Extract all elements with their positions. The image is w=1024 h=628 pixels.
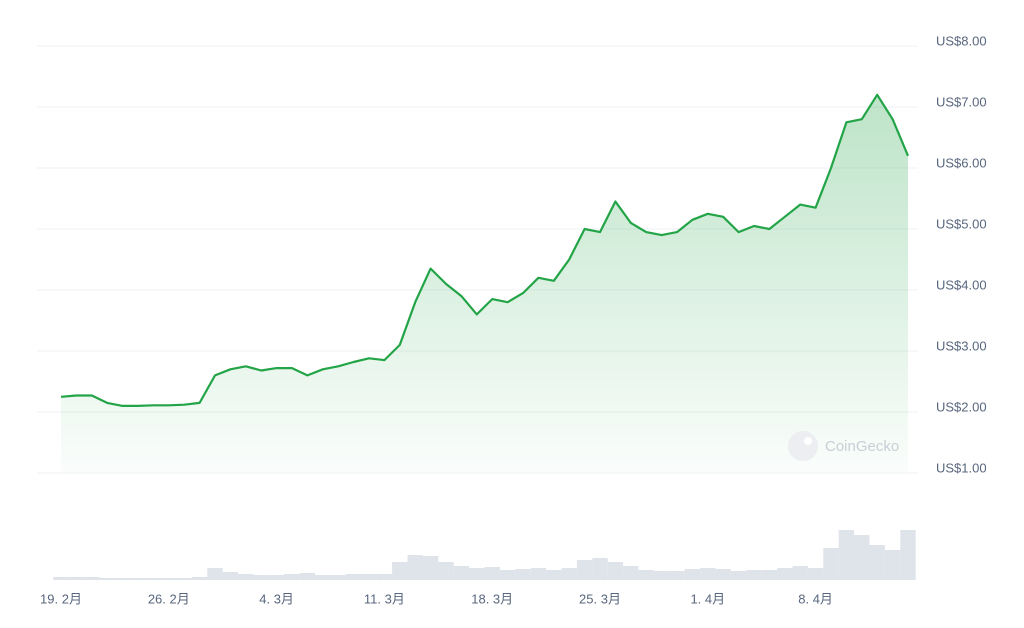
volume-bar	[376, 574, 393, 580]
volume-bar	[407, 555, 423, 580]
watermark: CoinGecko	[788, 431, 899, 461]
x-tick-label: 4. 3月	[259, 591, 294, 606]
volume-bar	[669, 571, 685, 580]
volume-bar	[453, 566, 470, 580]
volume-bar	[838, 530, 855, 580]
volume-bar	[84, 577, 100, 580]
x-tick-label: 19. 2月	[40, 591, 82, 606]
volume-bar	[207, 568, 223, 580]
volume-bar	[746, 570, 762, 580]
volume-bar	[469, 568, 485, 580]
watermark-text: CoinGecko	[825, 438, 899, 455]
volume-bar	[684, 569, 701, 580]
volume-bar	[530, 568, 547, 580]
x-tick-label: 1. 4月	[690, 591, 725, 606]
volume-bar	[715, 569, 731, 580]
volume-bar	[546, 570, 562, 580]
volume-bar	[730, 571, 747, 580]
y-tick-label: US$7.00	[936, 94, 987, 109]
volume-bar	[700, 568, 716, 580]
y-tick-label: US$8.00	[936, 33, 987, 48]
volume-bar	[515, 569, 531, 580]
y-tick-label: US$5.00	[936, 216, 987, 231]
volume-bar	[176, 578, 192, 580]
price-area	[61, 94, 908, 474]
volume-bar	[576, 560, 593, 580]
volume-bar	[268, 575, 285, 580]
volume-bar	[222, 572, 239, 580]
volume-bar	[68, 577, 85, 580]
volume-bar	[499, 570, 516, 580]
volume-bar	[854, 535, 870, 580]
volume-bar	[161, 578, 177, 580]
volume-bar	[484, 567, 500, 580]
y-tick-label: US$6.00	[936, 155, 987, 170]
volume-bar	[792, 566, 808, 580]
volume-bar	[99, 578, 115, 580]
x-tick-label: 26. 2月	[148, 591, 190, 606]
volume-bar	[777, 568, 793, 580]
volume-bar	[900, 530, 916, 580]
volume-bar	[345, 574, 362, 580]
x-tick-label: 8. 4月	[798, 591, 833, 606]
y-tick-label: US$2.00	[936, 399, 987, 414]
volume-bar	[869, 545, 885, 580]
volume-bar	[823, 548, 839, 580]
x-tick-label: 25. 3月	[579, 591, 621, 606]
volume-bar	[638, 570, 654, 580]
price-line	[60, 93, 910, 407]
volume-bar	[761, 570, 778, 580]
x-tick-label: 11. 3月	[364, 591, 405, 606]
volume-bar	[330, 575, 346, 580]
volume-bar	[607, 562, 624, 580]
watermark-logo	[788, 431, 818, 461]
volume-bar	[623, 566, 639, 580]
volume-bar	[53, 577, 69, 580]
volume-bar	[284, 574, 300, 580]
volume-bar	[438, 562, 454, 580]
volume-bar	[592, 558, 608, 580]
y-tick-label: US$1.00	[936, 460, 987, 475]
volume-bar	[253, 575, 269, 580]
volume-bar	[145, 578, 162, 580]
volume-bar	[315, 575, 331, 580]
volume-bar	[807, 568, 824, 580]
volume-bar	[884, 550, 901, 580]
volume-bar	[299, 573, 316, 580]
x-tick-label: 18. 3月	[471, 591, 513, 606]
y-tick-label: US$3.00	[936, 338, 987, 353]
volume-bar	[361, 574, 377, 580]
watermark-eye	[804, 437, 812, 445]
y-tick-label: US$4.00	[936, 277, 987, 292]
volume-bar	[191, 577, 208, 580]
volume-bar	[392, 562, 408, 580]
volume-bar	[422, 556, 439, 580]
volume-bar	[238, 574, 254, 580]
volume-bar	[561, 568, 577, 580]
volume-bar	[653, 571, 670, 580]
volume-bar	[130, 578, 146, 580]
volume-bar	[114, 578, 131, 580]
